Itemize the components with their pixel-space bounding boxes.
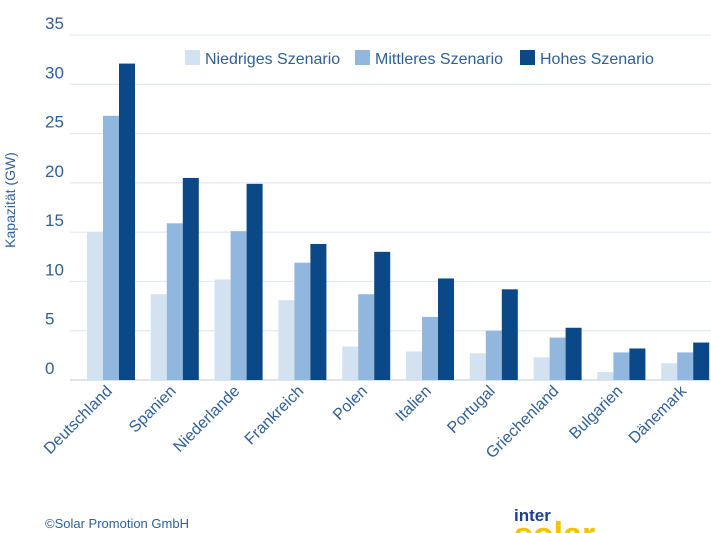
bar-Niederlande-0 [214, 279, 231, 380]
legend-label: Niedriges Szenario [205, 51, 340, 68]
bar-Polen-1 [358, 294, 375, 380]
bar-Frankreich-1 [294, 262, 311, 380]
y-tick-label: 5 [45, 310, 54, 329]
bar-Dänemark-0 [661, 363, 678, 380]
category-label: Frankreich [242, 383, 307, 448]
bars [87, 63, 710, 380]
bar-Frankreich-2 [310, 243, 327, 380]
bar-Portugal-0 [469, 353, 486, 380]
category-label: Spanien [126, 383, 180, 437]
bar-Bulgarien-2 [629, 348, 646, 380]
logo-inter-text: inter [514, 506, 551, 525]
intersolar-logo: inter solar [512, 506, 672, 533]
bar-Dänemark-1 [677, 352, 694, 380]
bar-Italien-2 [438, 278, 454, 380]
legend-swatch [520, 50, 535, 65]
legend-swatch [185, 50, 200, 65]
y-tick-label: 10 [45, 260, 64, 279]
copyright-text: ©Solar Promotion GmbH [45, 516, 189, 531]
bar-Portugal-2 [501, 289, 518, 380]
bar-Portugal-1 [485, 330, 502, 380]
y-tick-labels: 0 5 10 15 20 25 30 35 [45, 14, 64, 378]
category-label: Portugal [444, 383, 498, 437]
legend-label: Mittleres Szenario [375, 51, 503, 68]
bar-Griechenland-1 [549, 337, 566, 380]
bar-Spanien-2 [182, 177, 199, 380]
category-label: Polen [330, 383, 371, 424]
bar-Deutschland-0 [87, 232, 103, 380]
bar-Griechenland-0 [533, 357, 550, 380]
bar-Spanien-1 [166, 223, 183, 380]
bar-Deutschland-2 [119, 63, 135, 380]
y-tick-label: 15 [45, 211, 64, 230]
bar-Bulgarien-1 [613, 352, 630, 380]
category-label: Niederlande [170, 383, 243, 456]
bar-Polen-0 [342, 346, 359, 380]
bar-Polen-2 [374, 251, 391, 380]
y-tick-label: 20 [45, 162, 64, 181]
bar-Spanien-0 [150, 294, 167, 380]
y-tick-label: 25 [45, 113, 64, 132]
bar-Deutschland-1 [103, 115, 119, 380]
category-label: Deutschland [41, 383, 116, 458]
bar-Niederlande-1 [230, 231, 247, 380]
category-label: Italien [393, 383, 435, 425]
y-tick-label: 35 [45, 14, 64, 33]
category-label: Bulgarien [566, 383, 626, 443]
y-tick-label: 0 [45, 359, 54, 378]
legend-swatch [355, 50, 370, 65]
logo-solar-text: solar [514, 518, 595, 533]
y-tick-label: 30 [45, 63, 64, 82]
bar-Italien-1 [422, 316, 438, 380]
bar-Italien-0 [406, 351, 422, 380]
category-label: Dänemark [626, 382, 691, 447]
bar-Bulgarien-0 [597, 372, 614, 380]
bar-chart: 0 5 10 15 20 25 30 35 Kapazität (GW) Deutschlan… [2, 14, 711, 462]
legend: Niedriges Szenario Mittleres Szenario Hohe… [185, 50, 654, 68]
bar-Dänemark-2 [693, 342, 710, 380]
legend-label: Hohes Szenario [540, 51, 654, 68]
bar-Frankreich-0 [278, 300, 295, 380]
y-axis-label: Kapazität (GW) [2, 152, 18, 248]
bar-Niederlande-2 [246, 183, 263, 380]
bar-Griechenland-2 [565, 327, 582, 380]
